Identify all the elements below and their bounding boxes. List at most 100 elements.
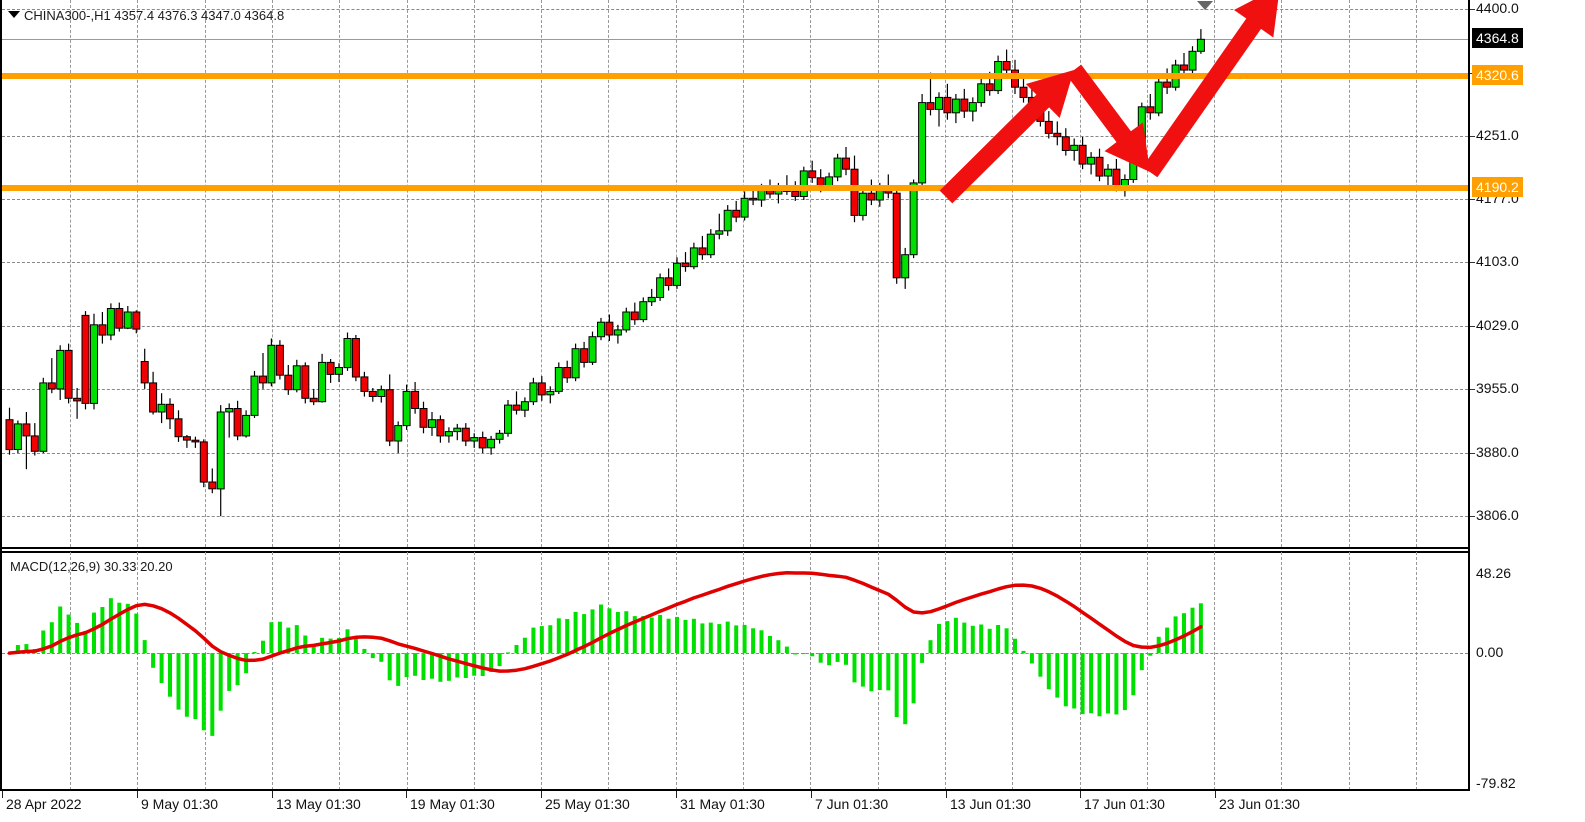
price-tick-label: 4029.0 (1476, 317, 1519, 333)
level-price-badge[interactable]: 4190.2 (1472, 177, 1523, 197)
trend-arrow-annotation (939, 0, 1279, 204)
gridline-vertical (1147, 0, 1148, 547)
time-tick-label: 13 Jun 01:30 (950, 796, 1031, 812)
price-tick (1470, 389, 1475, 390)
gridline-vertical (945, 552, 946, 790)
time-tick (676, 791, 677, 798)
gridline-vertical (608, 0, 609, 547)
time-scale[interactable]: 28 Apr 2022 9 May 01:30 13 May 01:30 19 May… (0, 791, 1585, 822)
price-chart-pane[interactable]: CHINA300-,H1 4357.4 4376.3 4347.0 4364.8 (2, 0, 1468, 547)
price-tick (1470, 136, 1475, 137)
gridline-vertical (272, 0, 273, 547)
time-tick (137, 791, 138, 798)
gridline-horizontal (2, 136, 1468, 137)
gridline-vertical (407, 0, 408, 547)
time-tick-label: 25 May 01:30 (545, 796, 630, 812)
chart-title: CHINA300-,H1 4357.4 4376.3 4347.0 4364.8 (24, 8, 285, 23)
price-tick-label: 4251.0 (1476, 127, 1519, 143)
macd-plot-layer (7, 571, 1203, 736)
gridline-vertical (676, 552, 677, 790)
gridline-horizontal (2, 262, 1468, 263)
gridline-vertical (541, 0, 542, 547)
time-tick-label: 23 Jun 01:30 (1219, 796, 1300, 812)
gridline-horizontal (2, 453, 1468, 454)
time-tick (1080, 791, 1081, 798)
gridline-vertical (1147, 552, 1148, 790)
last-price-line (2, 39, 1468, 40)
macd-histogram (7, 598, 1203, 736)
gridline-vertical (70, 552, 71, 790)
time-tick-label: 7 Jun 01:30 (815, 796, 889, 812)
pane-separator-top (0, 547, 1470, 549)
gridline-horizontal (2, 9, 1468, 10)
time-tick (811, 791, 812, 798)
gridline-vertical (1349, 0, 1350, 547)
price-tick-label: 4400.0 (1476, 0, 1519, 16)
gridline-vertical (608, 552, 609, 790)
macd-indicator-pane[interactable]: MACD(12,26,9) 30.33 20.20 (2, 552, 1468, 790)
price-scale[interactable]: 4400.04325.04251.04177.04103.04029.03955… (1470, 0, 1585, 791)
trend-arrows (939, 0, 1279, 204)
last-price-badge: 4364.8 (1472, 28, 1523, 48)
price-tick-label: 3880.0 (1476, 444, 1519, 460)
gridline-vertical (1349, 552, 1350, 790)
gridline-horizontal (2, 199, 1468, 200)
time-tick-label: 31 May 01:30 (680, 796, 765, 812)
gridline-vertical (205, 0, 206, 547)
pane-separator-bottom (0, 551, 1470, 553)
gridline-vertical (339, 552, 340, 790)
gridline-vertical (1281, 552, 1282, 790)
gridline-vertical (1012, 0, 1013, 547)
macd-signal-line (7, 571, 1203, 673)
gridline-vertical (810, 552, 811, 790)
gridline-vertical (137, 0, 138, 547)
gridline-vertical (541, 552, 542, 790)
price-tick (1470, 453, 1475, 454)
gridline-vertical (137, 552, 138, 790)
macd-tick-label: -79.82 (1476, 775, 1516, 791)
price-tick-label: 3806.0 (1476, 507, 1519, 523)
gridline-vertical (878, 552, 879, 790)
chevron-down-icon[interactable] (8, 11, 20, 18)
gridline-horizontal (2, 389, 1468, 390)
price-candles-layer (5, 29, 1205, 517)
price-tick (1470, 199, 1475, 200)
price-tick (1470, 516, 1475, 517)
gridline-vertical (945, 0, 946, 547)
macd-tick-label: 48.26 (1476, 565, 1512, 581)
candlestick-series (5, 29, 1205, 517)
gridline-vertical (1416, 0, 1417, 547)
gridline-vertical (1012, 552, 1013, 790)
time-tick-label: 13 May 01:30 (276, 796, 361, 812)
time-tick-label: 28 Apr 2022 (6, 796, 82, 812)
gridline-vertical (474, 552, 475, 790)
macd-label: MACD(12,26,9) 30.33 20.20 (10, 559, 173, 574)
time-tick (272, 791, 273, 798)
gridline-vertical (1080, 552, 1081, 790)
macd-zero-line (2, 653, 1468, 654)
gridline-vertical (810, 0, 811, 547)
resistance-level-line[interactable] (2, 73, 1468, 80)
time-axis-divider (0, 789, 1470, 791)
chart-object-marker-icon[interactable] (1197, 1, 1214, 10)
price-tick (1470, 9, 1475, 10)
gridline-vertical (1281, 0, 1282, 547)
level-price-badge[interactable]: 4320.6 (1472, 65, 1523, 85)
price-axis-divider (1468, 0, 1470, 790)
time-tick (946, 791, 947, 798)
gridline-vertical (676, 0, 677, 547)
price-tick (1470, 262, 1475, 263)
gridline-horizontal (2, 516, 1468, 517)
gridline-vertical (70, 0, 71, 547)
time-tick (2, 791, 3, 798)
gridline-vertical (743, 552, 744, 790)
gridline-vertical (1214, 552, 1215, 790)
support-level-line[interactable] (2, 184, 1468, 191)
gridline-vertical (474, 0, 475, 547)
price-tick (1470, 326, 1475, 327)
price-tick-label: 3955.0 (1476, 380, 1519, 396)
time-tick (406, 791, 407, 798)
gridline-vertical (878, 0, 879, 547)
